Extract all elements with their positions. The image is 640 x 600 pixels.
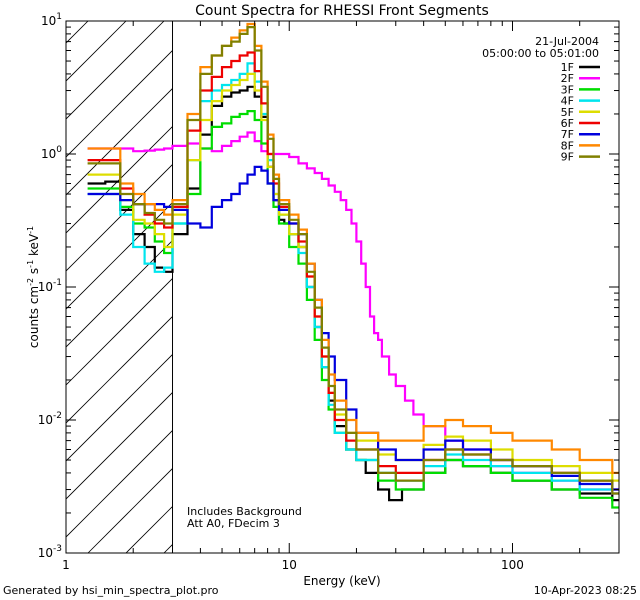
hatch-line (0, 0, 468, 553)
hatch-line (12, 0, 640, 553)
annotation-background: Includes Background (187, 505, 302, 518)
instrument-hatched-region (0, 0, 640, 553)
footer-timestamp: 10-Apr-2023 08:25 (534, 584, 637, 597)
x-tick-label: 1 (62, 558, 70, 572)
hatch-line (0, 0, 506, 553)
y-tick-label: 100 (41, 145, 62, 161)
x-axis-label: Energy (keV) (303, 574, 380, 588)
legend-label-1f: 1F (561, 61, 574, 74)
legend-label-7f: 7F (561, 128, 574, 141)
series-line-9f (87, 26, 619, 495)
hatch-line (0, 0, 640, 553)
legend-label-6f: 6F (561, 117, 574, 130)
x-tick-label: 10 (282, 558, 297, 572)
legend-label-8f: 8F (561, 139, 574, 152)
legend-label-3f: 3F (561, 83, 574, 96)
date-label: 21-Jul-2004 (535, 35, 599, 48)
x-tick-label: 100 (501, 558, 524, 572)
time-range-label: 05:00:00 to 05:01:00 (482, 47, 599, 60)
series-line-7f (87, 165, 619, 491)
hatch-line (0, 0, 544, 553)
annotation-attenuator: Att A0, FDecim 3 (187, 517, 280, 530)
legend-label-9f: 9F (561, 151, 574, 164)
footer-generated-by: Generated by hsi_min_spectra_plot.pro (3, 584, 219, 597)
legend-label-5f: 5F (561, 106, 574, 119)
y-tick-label: 10-2 (38, 411, 62, 427)
y-tick-label: 10-3 (38, 544, 62, 560)
chart-title: Count Spectra for RHESSI Front Segments (195, 3, 489, 19)
axis-ticks: 1 10 100 10-3 10-2 10-1 100 101 (38, 12, 620, 572)
y-tick-label: 10-1 (38, 278, 62, 294)
legend-label-2f: 2F (561, 72, 574, 85)
spectra-series (87, 21, 619, 553)
y-axis-label: counts cm-2 s-1 keV-1 (26, 226, 41, 348)
y-tick-label: 101 (41, 12, 62, 28)
legend-label-4f: 4F (561, 95, 574, 108)
